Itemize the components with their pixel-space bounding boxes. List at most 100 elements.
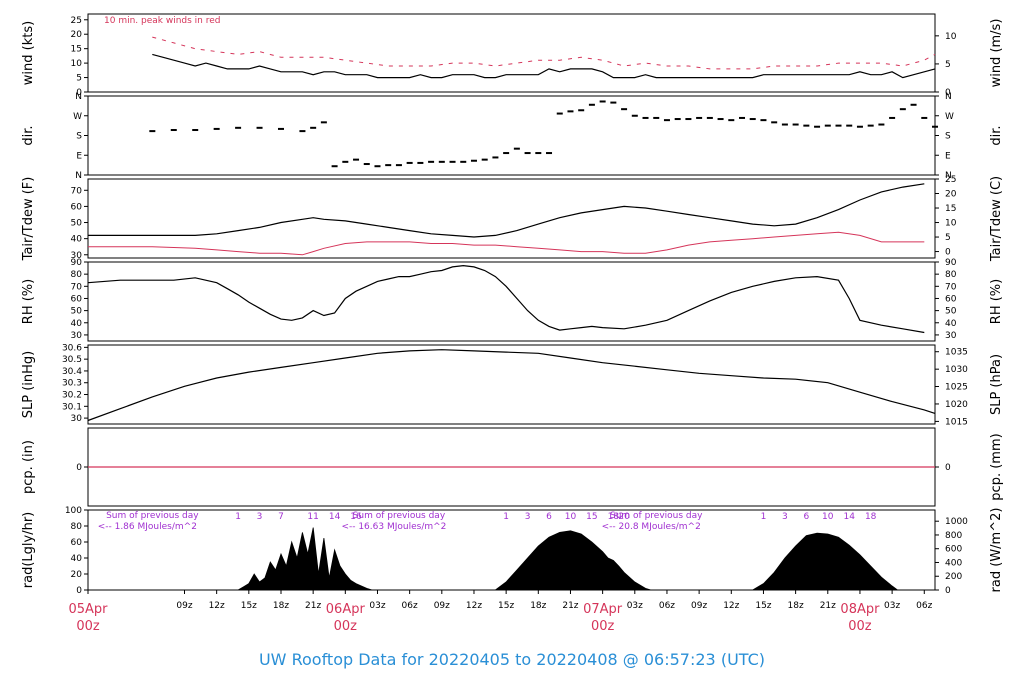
dir-point: [470, 159, 477, 162]
x-tick-label: 03z: [627, 601, 643, 611]
dir-point: [256, 126, 263, 129]
x-tick-label: 09z: [691, 601, 707, 611]
rad-left-tick-label: 100: [65, 506, 82, 516]
dir-point: [642, 116, 649, 119]
dir-point: [878, 123, 885, 126]
panel-temp: 30 40 50 60 70 0 5 10 15 20 25 Tair/Tdew (F) Tair/Td…: [21, 175, 1004, 262]
dir-point: [299, 130, 306, 133]
dir-right-tick-label: N: [945, 171, 952, 181]
x-tick-label: 21z: [305, 601, 321, 611]
dir-point: [653, 116, 660, 119]
dir-point: [621, 108, 628, 111]
slp-right-tick-label: 1030: [945, 365, 968, 375]
dir-point: [213, 127, 220, 130]
dir-left-tick-label: E: [76, 151, 82, 161]
dir-right-tick-label: S: [945, 132, 951, 142]
dir-point: [674, 118, 681, 121]
rad-ylabel-left: rad(Lgly/hr): [21, 512, 36, 588]
dir-point: [331, 165, 338, 168]
temp-ylabel-right: Tair/Tdew (C): [989, 176, 1004, 262]
dir-point: [771, 121, 778, 124]
dir-ylabel-right: dir.: [989, 125, 1004, 145]
dir-point: [192, 129, 199, 132]
panel-rh: 30 40 50 60 70 80 90 30 40 50 60 70 80 90 RH (%) RH (%): [21, 258, 1004, 342]
slp-left-tick-label: 30.6: [62, 343, 82, 353]
dir-point: [588, 103, 595, 106]
rh-left-tick-label: 60: [71, 294, 83, 304]
x-tick-label: 12z: [723, 601, 739, 611]
wind-left-tick-label: 25: [71, 16, 82, 26]
dir-point: [932, 125, 938, 128]
rad-hour-label: 1: [503, 512, 509, 522]
rad-daily-sum-title: Sum of previous day: [610, 511, 703, 521]
temp-series-line-1: [88, 231, 925, 256]
rad-right-tick-label: 800: [945, 531, 962, 541]
x-tick-label: 15z: [755, 601, 771, 611]
rad-left-tick-label: 60: [71, 538, 83, 548]
rad-hour-label: 10: [822, 512, 834, 522]
rad-hour-label: 1: [235, 512, 241, 522]
rad-hour-label: 10: [565, 512, 577, 522]
dir-point: [460, 160, 467, 163]
pcp-right-tick-label: 0: [945, 463, 951, 473]
dir-right-tick-label: E: [945, 151, 951, 161]
rad-left-tick-label: 80: [71, 522, 83, 532]
temp-left-tick-label: 30: [71, 251, 83, 261]
dir-point: [856, 125, 863, 128]
dir-point: [385, 164, 392, 167]
dir-point: [513, 147, 520, 150]
dir-point: [524, 152, 531, 155]
dir-point: [610, 101, 617, 104]
temp-right-tick-label: 25: [945, 175, 956, 185]
rh-ylabel-left: RH (%): [21, 279, 36, 324]
dir-point: [363, 163, 370, 166]
dir-ylabel-left: dir.: [21, 125, 36, 145]
rad-left-tick-label: 0: [76, 586, 82, 596]
dir-point: [546, 152, 553, 155]
dir-point: [803, 124, 810, 127]
pcp-left-tick-label: 0: [76, 463, 82, 473]
rad-right-tick-label: 1000: [945, 517, 968, 527]
chart-title: UW Rooftop Data for 20220405 to 20220408…: [259, 650, 765, 669]
rad-daily-sum-value: <-- 20.8 MJoules/m^2: [602, 522, 701, 532]
temp-left-tick-label: 40: [71, 235, 83, 245]
rad-daily-sum-title: Sum of previous day: [353, 511, 446, 521]
x-tick-label: 06z: [659, 601, 675, 611]
temp-right-tick-label: 15: [945, 204, 956, 214]
panel-pcp: 0 0 pcp. (in) pcp. (mm): [21, 427, 1004, 507]
x-axis: 09z 12z 15z 18z 21z 03z 06z 09z 12z 15z 18z 21z 03z 0…: [68, 590, 933, 634]
rh-left-tick-label: 40: [71, 319, 83, 329]
temp-right-tick-label: 20: [945, 190, 957, 200]
x-tick-label: 21z: [820, 601, 836, 611]
dir-point: [739, 116, 746, 119]
dir-point: [417, 161, 424, 164]
dir-point: [631, 114, 638, 117]
rh-left-tick-label: 70: [71, 282, 83, 292]
dir-point: [599, 100, 606, 103]
wind-right-tick-label: 5: [945, 60, 951, 70]
dir-point: [760, 119, 767, 122]
dir-point: [814, 125, 821, 128]
wind-ylabel-left: wind (kts): [21, 21, 36, 85]
rh-right-tick-label: 40: [945, 319, 957, 329]
x-day-label-hour: 00z: [848, 619, 872, 634]
dir-point: [492, 156, 499, 159]
rad-hour-label: 3: [525, 512, 531, 522]
slp-right-tick-label: 1035: [945, 348, 968, 358]
x-tick-label: 06z: [402, 601, 418, 611]
x-tick-label: 15z: [241, 601, 257, 611]
dir-point: [728, 119, 735, 122]
dir-point: [556, 112, 563, 115]
rh-left-tick-label: 90: [71, 258, 83, 268]
dir-point: [353, 158, 360, 161]
dir-point: [535, 152, 542, 155]
dir-point: [277, 127, 284, 130]
x-day-label-hour: 00z: [334, 619, 358, 634]
dir-left-tick-label: N: [75, 92, 82, 102]
dir-point: [899, 108, 906, 111]
panel-wind: 0 5 10 15 20 25 0 5 10 wind (kts) wind (m/s) 10 min…: [21, 13, 1004, 98]
rad-right-tick-label: 0: [945, 586, 951, 596]
x-tick-label: 15z: [498, 601, 514, 611]
dir-point: [889, 116, 896, 119]
dir-point: [717, 118, 724, 121]
